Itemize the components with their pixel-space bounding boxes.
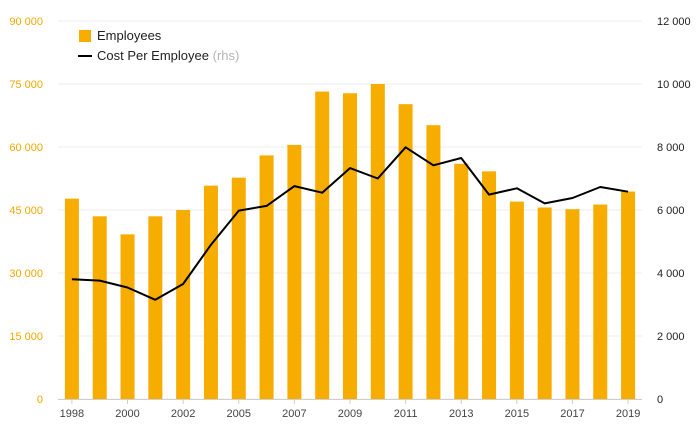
bar-employees-2014 [482,171,497,399]
legend: Employees Cost Per Employee (rhs) [78,28,239,63]
bar-employees-2006 [259,155,274,399]
y-left-tick-label: 45 000 [9,205,43,217]
x-tick-label: 1998 [60,408,84,420]
bar-employees-2015 [509,201,524,399]
x-tick-label: 2015 [505,408,529,420]
bar-employees-1999 [92,216,107,399]
x-tick-label: 2000 [115,408,139,420]
x-tick-label: 2009 [338,408,362,420]
cost-per-employee-line [71,146,629,301]
y-left-tick-label: 75 000 [9,79,43,91]
x-tick-label: 2013 [449,408,473,420]
legend-swatch-employees [79,30,91,42]
bar-employees-2019 [621,191,636,399]
x-axis: 1998 2000 2002 2005 2007 2009 2011 2013 2015 2017… [58,399,642,420]
y-left-tick-label: 90 000 [9,16,43,28]
y-right-tick-label: 0 [657,394,663,406]
bar-employees-2002 [176,210,191,399]
legend-label-employees: Employees [97,28,162,43]
y-left-tick-label: 60 000 [9,142,43,154]
bar-employees-2013 [454,163,469,399]
x-tick-label: 2005 [227,408,251,420]
bar-employees-2011 [398,104,413,399]
bar-employees-2010 [370,84,385,399]
legend-label-cost-per-employee: Cost Per Employee (rhs) [97,48,239,63]
bar-employees-2000 [120,234,135,399]
bar-employees-2012 [426,125,441,399]
bar-employees-2016 [537,207,552,399]
bar-employees-2003 [203,185,218,399]
bar-employees-2017 [565,209,580,399]
bar-employees-2018 [593,204,608,399]
x-tick-label: 2019 [616,408,640,420]
bar-employees-1998 [64,198,79,399]
bar-employees-2005 [231,177,246,399]
cost-per-employee-line-group [71,146,629,301]
y-left-tick-label: 30 000 [9,268,43,280]
x-tick-label: 2017 [560,408,584,420]
y-left-tick-label: 0 [37,394,43,406]
bar-employees-2001 [148,216,163,399]
y-right-tick-label: 12 000 [657,16,691,28]
legend-label-cost-main: Cost Per Employee [97,48,209,63]
bar-employees-2007 [287,144,302,399]
right-axis: 0 2 000 4 000 6 000 8 000 10 000 12 000 [657,16,691,406]
bar-employees-2008 [315,91,330,399]
x-tick-label: 2011 [394,408,418,420]
x-tick-label: 2002 [171,408,195,420]
legend-label-cost-suffix: (rhs) [213,48,240,63]
bar-employees-2009 [343,93,357,400]
y-right-tick-label: 2 000 [657,331,685,343]
y-right-tick-label: 10 000 [657,79,691,91]
employees-bars [64,84,636,400]
left-axis: 0 15 000 30 000 45 000 60 000 75 000 90 000 [9,16,43,406]
y-left-tick-label: 15 000 [9,331,43,343]
y-right-tick-label: 4 000 [657,268,685,280]
x-tick-label: 2007 [282,408,306,420]
y-right-tick-label: 8 000 [657,142,685,154]
y-right-tick-label: 6 000 [657,205,685,217]
